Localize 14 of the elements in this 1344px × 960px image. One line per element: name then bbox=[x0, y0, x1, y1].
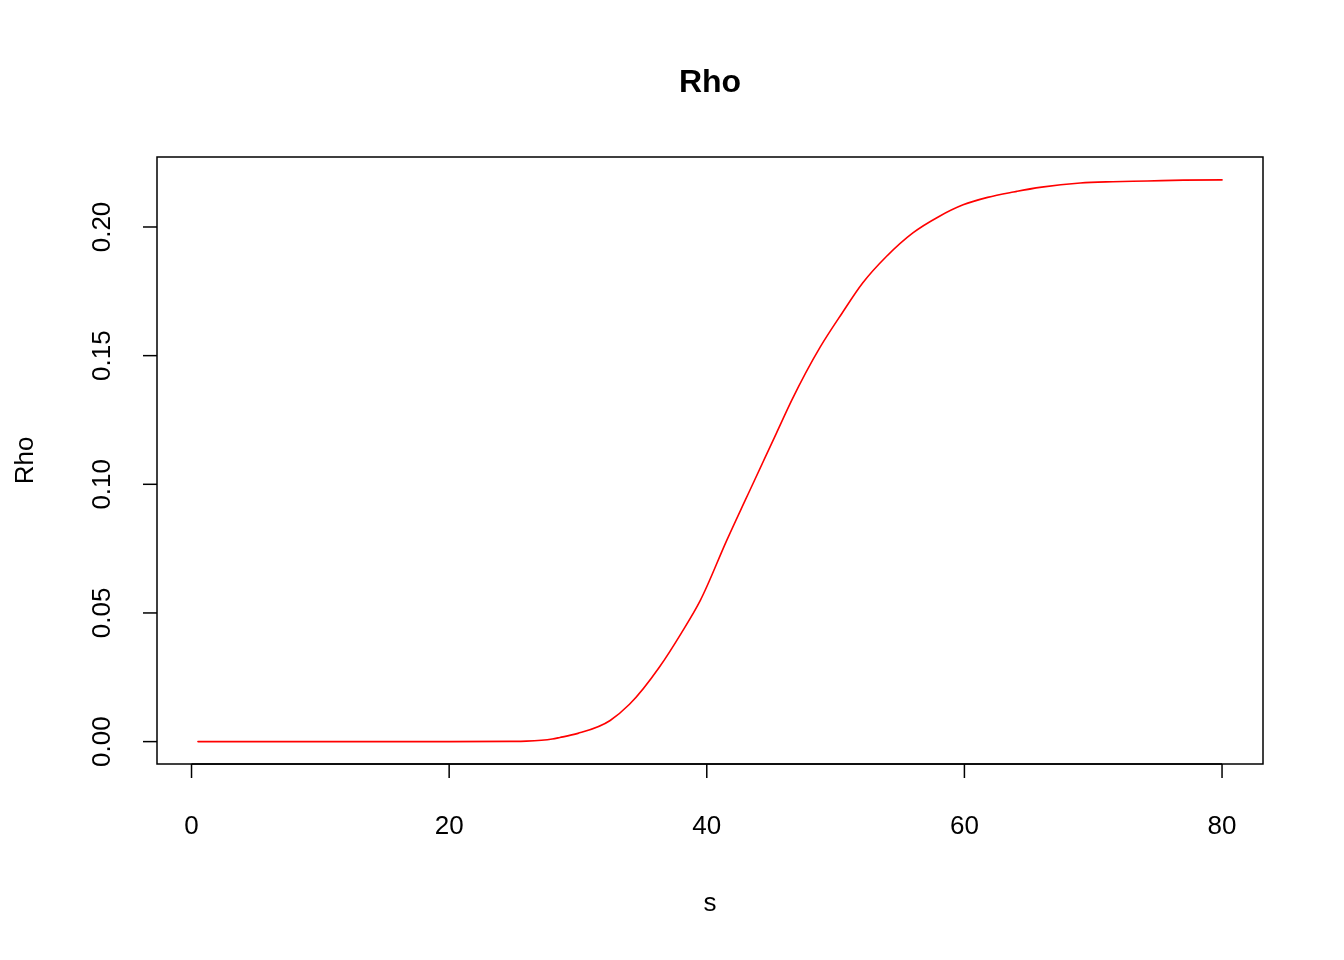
y-tick-label: 0.00 bbox=[86, 716, 116, 767]
y-tick-label: 0.15 bbox=[86, 330, 116, 381]
y-tick-label: 0.05 bbox=[86, 587, 116, 639]
x-tick-label: 0 bbox=[184, 810, 199, 840]
x-tick-label: 80 bbox=[1207, 810, 1237, 840]
y-axis-title: Rho bbox=[9, 436, 39, 485]
x-tick-label: 60 bbox=[949, 810, 979, 840]
x-tick-label: 40 bbox=[692, 810, 722, 840]
y-tick-label: 0.20 bbox=[86, 201, 116, 253]
line-series bbox=[197, 179, 1223, 743]
chart-title: Rho bbox=[678, 63, 742, 99]
x-axis-title: s bbox=[703, 887, 717, 917]
x-tick-label: 20 bbox=[434, 810, 464, 840]
y-tick-label: 0.10 bbox=[86, 459, 116, 510]
